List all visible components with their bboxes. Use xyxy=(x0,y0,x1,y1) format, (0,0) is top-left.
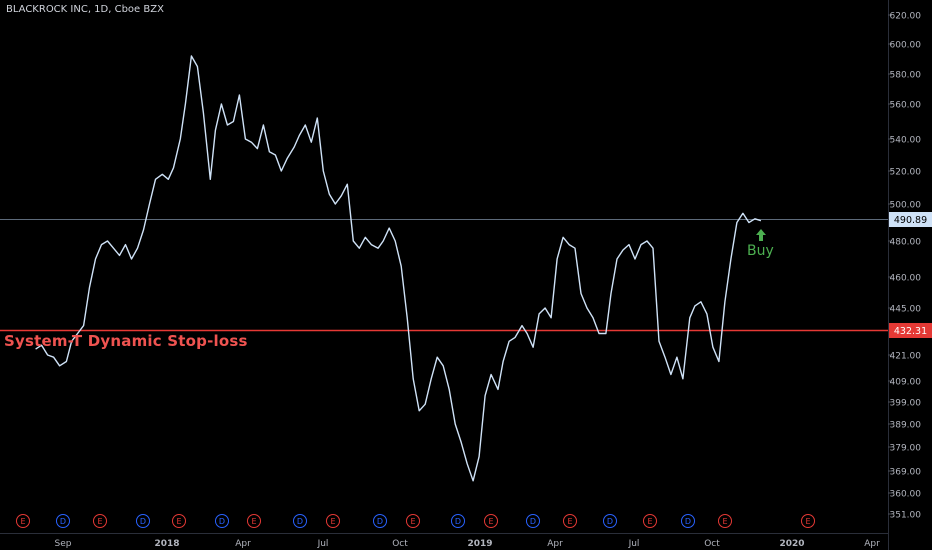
x-axis-label: Oct xyxy=(704,539,720,549)
earnings-marker-icon[interactable]: E xyxy=(484,514,498,528)
y-axis-label: 600.00 xyxy=(890,41,922,51)
price-series-line xyxy=(35,55,762,482)
y-axis-label: 360.00 xyxy=(890,490,922,500)
svg-text:E: E xyxy=(20,517,25,526)
y-axis-label: 520.00 xyxy=(890,168,922,178)
dividend-marker-icon[interactable]: D xyxy=(136,514,150,528)
svg-text:E: E xyxy=(330,517,335,526)
dividend-marker-icon[interactable]: D xyxy=(451,514,465,528)
earnings-marker-icon[interactable]: E xyxy=(172,514,186,528)
svg-text:E: E xyxy=(488,517,493,526)
svg-text:E: E xyxy=(722,517,727,526)
svg-text:D: D xyxy=(607,517,613,526)
svg-text:E: E xyxy=(567,517,572,526)
svg-text:D: D xyxy=(377,517,383,526)
y-axis-label: 480.00 xyxy=(890,238,922,248)
x-axis-label: Apr xyxy=(864,539,880,549)
dividend-marker-icon[interactable]: D xyxy=(373,514,387,528)
y-axis-label: 399.00 xyxy=(890,399,922,409)
y-axis-label: 389.00 xyxy=(890,421,922,431)
earnings-marker-icon[interactable]: E xyxy=(563,514,577,528)
x-axis-label: Apr xyxy=(547,539,563,549)
dividend-marker-icon[interactable]: D xyxy=(293,514,307,528)
svg-text:E: E xyxy=(647,517,652,526)
svg-text:D: D xyxy=(297,517,303,526)
y-axis-label: 409.00 xyxy=(890,378,922,388)
dividend-marker-icon[interactable]: D xyxy=(526,514,540,528)
svg-text:E: E xyxy=(97,517,102,526)
buy-label: Buy xyxy=(747,243,774,259)
earnings-marker-icon[interactable]: E xyxy=(16,514,30,528)
svg-text:D: D xyxy=(219,517,225,526)
earnings-marker-icon[interactable]: E xyxy=(406,514,420,528)
y-axis-label: 421.00 xyxy=(890,352,922,362)
svg-text:E: E xyxy=(410,517,415,526)
earnings-marker-icon[interactable]: E xyxy=(643,514,657,528)
current-price-tag xyxy=(889,212,932,227)
dividend-marker-icon[interactable]: D xyxy=(215,514,229,528)
chart-title: BLACKROCK INC, 1D, Cboe BZX xyxy=(6,4,164,15)
y-axis-label: 445.00 xyxy=(890,305,922,315)
dividend-marker-icon[interactable]: D xyxy=(681,514,695,528)
current-price-tag-text: 490.89 xyxy=(894,215,927,226)
y-axis-label: 540.00 xyxy=(890,136,922,146)
svg-text:D: D xyxy=(530,517,536,526)
stop-loss-price-tag xyxy=(889,323,932,338)
x-axis-label: Sep xyxy=(55,539,72,549)
svg-text:D: D xyxy=(60,517,66,526)
y-axis-label: 379.00 xyxy=(890,444,922,454)
svg-text:D: D xyxy=(685,517,691,526)
svg-text:D: D xyxy=(140,517,146,526)
svg-text:E: E xyxy=(176,517,181,526)
y-axis-label: 620.00 xyxy=(890,12,922,22)
x-axis-label: 2018 xyxy=(154,539,179,549)
svg-text:E: E xyxy=(251,517,256,526)
earnings-marker-icon[interactable]: E xyxy=(801,514,815,528)
stop-loss-price-tag-text: 432.31 xyxy=(894,326,927,337)
x-axis-label: Apr xyxy=(235,539,251,549)
earnings-marker-icon[interactable]: E xyxy=(326,514,340,528)
y-axis-label: 580.00 xyxy=(890,71,922,81)
x-axis-label: Oct xyxy=(392,539,408,549)
svg-text:E: E xyxy=(805,517,810,526)
y-axis-label: 351.00 xyxy=(890,511,922,521)
earnings-marker-icon[interactable]: E xyxy=(93,514,107,528)
y-axis-label: 560.00 xyxy=(890,101,922,111)
y-axis-label: 500.00 xyxy=(890,201,922,211)
buy-arrow-icon xyxy=(756,229,766,241)
y-axis-label: 460.00 xyxy=(890,274,922,284)
earnings-marker-icon[interactable]: E xyxy=(718,514,732,528)
dividend-marker-icon[interactable]: D xyxy=(603,514,617,528)
dividend-marker-icon[interactable]: D xyxy=(56,514,70,528)
x-axis-label: Jul xyxy=(317,539,329,549)
svg-text:D: D xyxy=(455,517,461,526)
x-axis-label: Jul xyxy=(628,539,640,549)
stop-loss-label: System-T Dynamic Stop-loss xyxy=(4,332,248,350)
x-axis-label: 2019 xyxy=(467,539,492,549)
y-axis-label: 369.00 xyxy=(890,468,922,478)
earnings-marker-icon[interactable]: E xyxy=(247,514,261,528)
x-axis-label: 2020 xyxy=(779,539,804,549)
